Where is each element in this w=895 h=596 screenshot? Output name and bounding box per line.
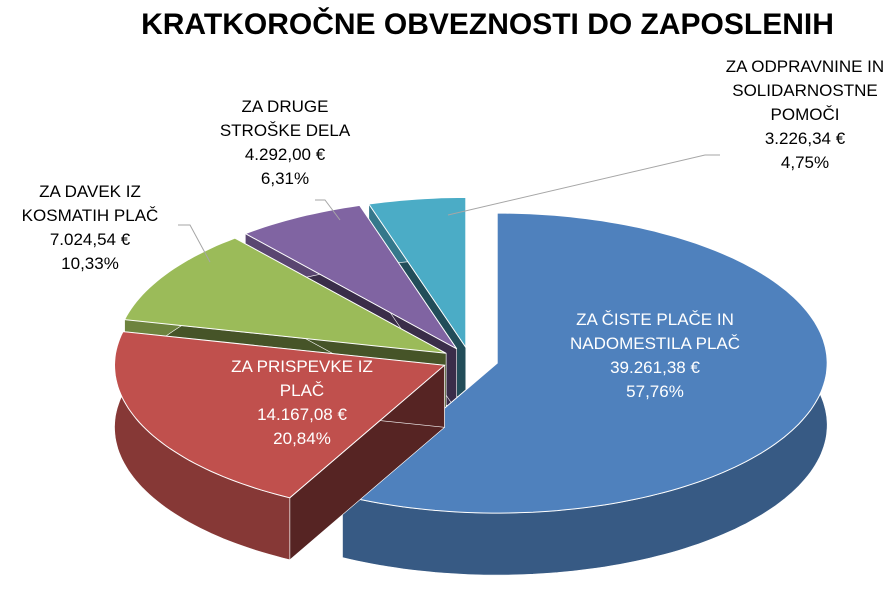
slice (341, 212, 828, 514)
label-category: ZA ČISTE PLAČE IN NADOMESTILA PLAČ (569, 310, 741, 353)
label-amount: 4.292,00 € (244, 145, 326, 164)
data-label: ZA DRUGE STROŠKE DELA 4.292,00 € 6,31% (205, 95, 365, 191)
label-amount: 3.226,34 € (764, 129, 846, 148)
label-category: ZA DAVEK IZ KOSMATIH PLAČ (21, 182, 159, 225)
label-percent: 57,76% (626, 382, 684, 401)
label-amount: 14.167,08 € (257, 405, 347, 424)
label-category: ZA DRUGE STROŠKE DELA (219, 97, 351, 140)
label-category: ZA ODPRAVNINE IN SOLIDARNOSTNE POMOČI (725, 57, 885, 124)
slice (367, 196, 467, 350)
label-amount: 7.024,54 € (49, 230, 131, 249)
chart-title: KRATKOROČNE OBVEZNOSTI DO ZAPOSLENIH (141, 8, 834, 41)
data-label: ZA ČISTE PLAČE IN NADOMESTILA PLAČ 39.261… (555, 308, 755, 404)
slice (244, 204, 458, 350)
data-label: ZA ODPRAVNINE IN SOLIDARNOSTNE POMOČI 3.2… (715, 55, 895, 175)
data-label: ZA PRISPEVKE IZ PLAČ 14.167,08 € 20,84% (212, 355, 392, 451)
label-category: ZA PRISPEVKE IZ PLAČ (231, 357, 373, 400)
slice (113, 331, 446, 561)
slice (113, 331, 446, 499)
label-percent: 20,84% (273, 429, 331, 448)
label-amount: 39.261,38 € (610, 358, 700, 377)
label-percent: 4,75% (780, 153, 830, 172)
label-percent: 10,33% (61, 254, 119, 273)
leader-line (315, 199, 341, 221)
label-percent: 6,31% (260, 169, 310, 188)
slice (123, 237, 447, 354)
data-label: ZA DAVEK IZ KOSMATIH PLAČ 7.024,54 € 10,33… (0, 180, 180, 276)
leader-line (447, 154, 720, 216)
slice (341, 212, 828, 576)
leader-line (178, 224, 211, 263)
